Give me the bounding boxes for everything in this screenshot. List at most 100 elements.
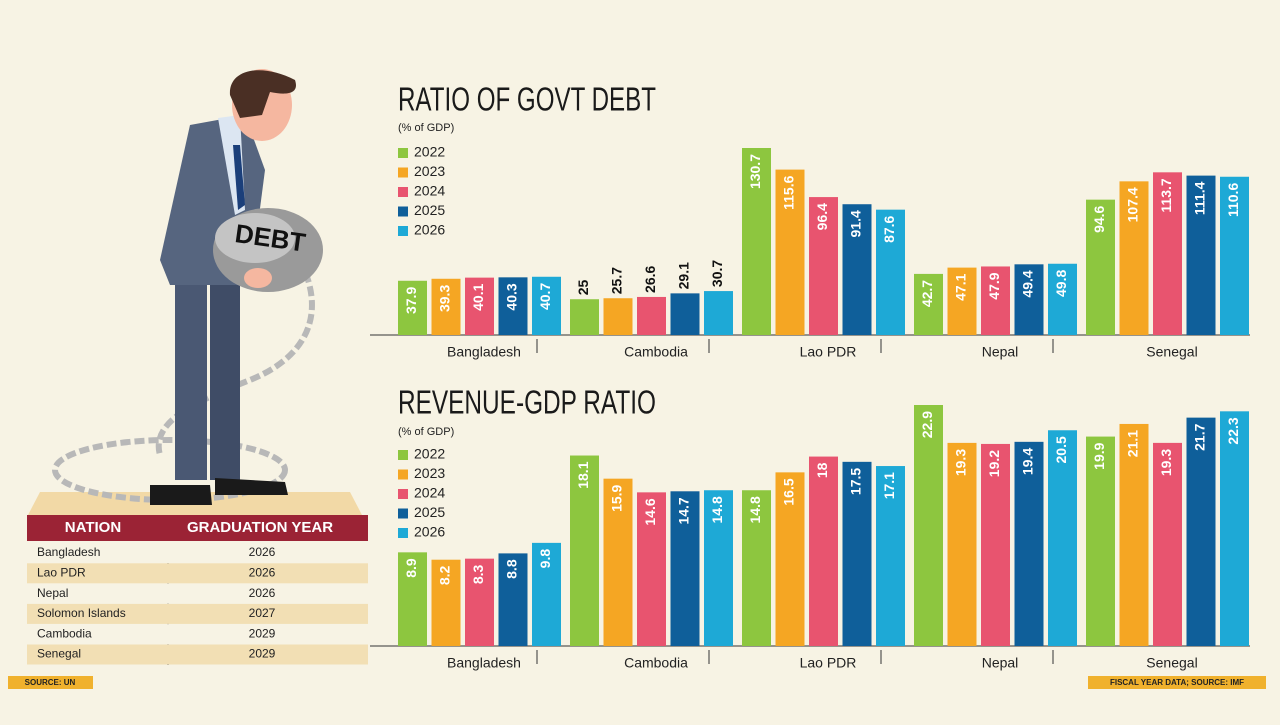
data-label: 14.8 bbox=[747, 496, 763, 523]
legend-label: 2026 bbox=[414, 524, 445, 540]
data-label: 47.1 bbox=[953, 273, 969, 300]
legend-swatch bbox=[398, 489, 408, 499]
bar bbox=[742, 490, 771, 646]
shoe bbox=[215, 478, 288, 495]
category-label: Bangladesh bbox=[447, 655, 521, 671]
table-header bbox=[27, 515, 368, 541]
data-label: 16.5 bbox=[781, 478, 797, 505]
data-label: 19.3 bbox=[1158, 449, 1174, 476]
chart-subtitle: (% of GDP) bbox=[398, 426, 454, 438]
nation: Cambodia bbox=[37, 626, 92, 640]
data-label: 130.7 bbox=[747, 154, 763, 189]
legend-label: 2022 bbox=[414, 144, 445, 160]
source-box bbox=[8, 676, 93, 689]
bar bbox=[704, 490, 733, 646]
bar bbox=[1153, 172, 1182, 335]
bar bbox=[809, 456, 838, 646]
legend-label: 2024 bbox=[414, 183, 445, 199]
bar bbox=[1119, 181, 1149, 335]
bar bbox=[570, 299, 599, 335]
data-label: 40.1 bbox=[470, 283, 486, 310]
nation: Lao PDR bbox=[37, 565, 86, 579]
bar bbox=[809, 197, 838, 335]
bar bbox=[532, 542, 561, 646]
category-label: Senegal bbox=[1146, 655, 1197, 671]
data-label: 22.9 bbox=[919, 411, 935, 438]
nation: Senegal bbox=[37, 647, 81, 661]
data-label: 107.4 bbox=[1125, 187, 1141, 222]
graduation-table: NATION GRADUATION YEAR Bangladesh 2026 Lao… bbox=[27, 515, 368, 665]
tie bbox=[233, 145, 245, 210]
data-label: 21.1 bbox=[1125, 430, 1141, 457]
category-label: Bangladesh bbox=[447, 344, 521, 360]
leg bbox=[210, 270, 240, 480]
bar bbox=[1048, 263, 1077, 335]
bar bbox=[1119, 423, 1149, 646]
data-label: 19.3 bbox=[953, 449, 969, 476]
bar bbox=[465, 277, 494, 335]
legend-swatch bbox=[398, 528, 408, 538]
bar bbox=[637, 296, 666, 335]
ball-highlight bbox=[215, 213, 295, 263]
bar bbox=[603, 478, 633, 646]
category-label: Nepal bbox=[982, 655, 1019, 671]
bar bbox=[842, 461, 872, 646]
data-label: 42.7 bbox=[919, 280, 935, 307]
table-row bbox=[27, 543, 368, 563]
data-label: 19.9 bbox=[1091, 442, 1107, 469]
bar bbox=[1014, 264, 1044, 335]
bar bbox=[670, 491, 700, 646]
bar bbox=[1086, 199, 1115, 335]
data-label: 26.6 bbox=[642, 265, 658, 292]
chain bbox=[155, 258, 315, 456]
data-label: 19.2 bbox=[986, 450, 1002, 477]
data-label: 20.5 bbox=[1053, 436, 1069, 463]
bar bbox=[704, 291, 733, 335]
bar bbox=[398, 280, 427, 335]
data-label: 49.8 bbox=[1053, 270, 1069, 297]
bar bbox=[775, 472, 805, 646]
legend-swatch bbox=[398, 187, 408, 197]
data-label: 29.1 bbox=[676, 262, 692, 289]
legend-swatch bbox=[398, 450, 408, 460]
table-row bbox=[27, 644, 368, 665]
data-label: 110.6 bbox=[1225, 183, 1241, 217]
column-header: GRADUATION YEAR bbox=[187, 519, 333, 536]
legend-swatch bbox=[398, 469, 408, 480]
data-label: 113.7 bbox=[1158, 178, 1174, 212]
bar bbox=[1220, 176, 1249, 335]
data-label: 87.6 bbox=[881, 215, 897, 242]
bar bbox=[1048, 430, 1077, 646]
category-label: Lao PDR bbox=[800, 344, 857, 360]
data-label: 94.6 bbox=[1091, 205, 1107, 232]
data-label: 47.9 bbox=[986, 272, 1002, 299]
data-label: 96.4 bbox=[814, 203, 830, 230]
graduation-year: 2029 bbox=[249, 626, 276, 640]
data-label: 17.5 bbox=[848, 468, 864, 495]
hair bbox=[229, 70, 296, 118]
source: SOURCE: UN bbox=[25, 678, 76, 687]
bar bbox=[876, 466, 905, 646]
bar bbox=[1086, 436, 1115, 646]
data-label: 49.4 bbox=[1020, 270, 1036, 297]
data-label: 19.4 bbox=[1020, 448, 1036, 475]
data-label: 39.3 bbox=[437, 285, 453, 312]
data-label: 14.6 bbox=[642, 498, 658, 525]
table-row bbox=[27, 603, 368, 624]
legend-label: 2023 bbox=[414, 465, 445, 481]
data-label: 37.9 bbox=[403, 287, 419, 314]
bar bbox=[498, 553, 528, 646]
table-row bbox=[27, 583, 368, 604]
data-label: 8.2 bbox=[437, 565, 453, 585]
graduation-year: 2029 bbox=[249, 647, 276, 661]
bar bbox=[570, 455, 599, 646]
bar bbox=[981, 443, 1010, 646]
bar bbox=[670, 293, 700, 335]
table-row bbox=[27, 563, 368, 584]
bar bbox=[947, 267, 977, 335]
data-label: 15.9 bbox=[609, 484, 625, 511]
legend-label: 2023 bbox=[414, 163, 445, 179]
data-label: 14.8 bbox=[709, 496, 725, 523]
data-label: 8.9 bbox=[403, 558, 419, 578]
bar bbox=[398, 552, 427, 646]
